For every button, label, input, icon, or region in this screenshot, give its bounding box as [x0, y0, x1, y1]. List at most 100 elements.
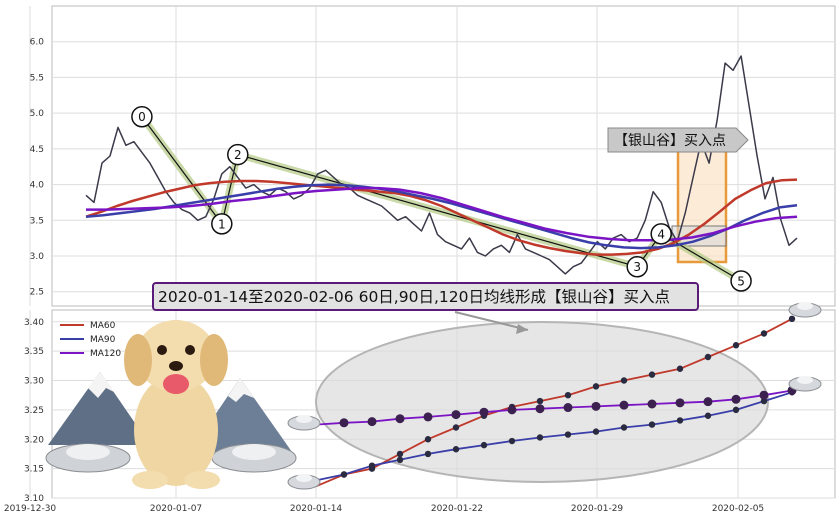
dog-body [134, 374, 218, 486]
pattern-segment [141, 116, 223, 225]
lower-point-ma90 [368, 462, 376, 469]
pattern-point-circle [131, 105, 153, 128]
dog-paw-right [184, 471, 220, 489]
lower-point-ma120 [367, 417, 377, 427]
pattern-segment [237, 153, 638, 268]
upper-y-axis: 2.5 3.0 3.5 4.0 4.5 5.0 5.5 6.0 [30, 38, 45, 298]
lower-point-ma90 [340, 471, 348, 478]
lower-point-ma60 [536, 397, 544, 405]
buy-point-label-bg [607, 127, 749, 153]
lower-point-ma90 [508, 437, 516, 445]
pattern-point-label: 3 [633, 260, 641, 274]
small-ingot-top [296, 415, 312, 423]
lower-series-lines [315, 315, 797, 488]
lower-point-ma60 [648, 371, 656, 378]
dog-tongue [163, 374, 189, 394]
legend-ma90: MA90 [90, 335, 116, 345]
x-tick-label: 2019-12-30 [4, 504, 57, 514]
small-ingot-top [296, 474, 312, 482]
callout-arrow [454, 311, 529, 331]
lower-point-ma60 [424, 436, 432, 443]
x-tick-label: 2020-01-29 [571, 504, 624, 514]
lower-y-tick-label: 3.25 [24, 406, 44, 416]
x-tick-label: 2020-01-07 [150, 504, 202, 514]
pattern-point-label: 1 [218, 217, 226, 231]
lower-point-ma120 [647, 399, 657, 409]
small-ingot-top [797, 302, 813, 310]
lower-point-ma90 [536, 434, 544, 441]
lower-point-ma90 [452, 446, 460, 453]
upper-y-tick-label: 2.5 [30, 288, 44, 298]
buy-point-label-text: 【银山谷】买入点 [614, 133, 726, 149]
upper-y-tick-label: 3.0 [30, 252, 45, 262]
dog-head [136, 320, 216, 392]
lower-point-ma90 [732, 406, 740, 414]
dog-eye-right [185, 345, 195, 355]
dog-illustration [124, 320, 228, 489]
lower-point-ma90 [480, 441, 488, 449]
silver-ingot-illustration [45, 443, 297, 473]
lower-y-tick-label: 3.20 [24, 435, 44, 445]
lower-point-ma120 [451, 410, 461, 420]
lower-point-ma90 [620, 424, 628, 431]
dog-paw-left [132, 471, 168, 489]
upper-series-lines [85, 55, 798, 275]
ingot-left-top [66, 444, 110, 460]
lower-point-ma60 [620, 377, 628, 384]
lower-point-ma60 [396, 450, 404, 458]
lower-point-ma60 [704, 353, 712, 361]
mountain-left-snow [88, 372, 114, 398]
legend: MA60 MA90 MA120 [60, 321, 121, 359]
lower-point-ma120 [591, 401, 601, 411]
lower-point-ma90 [424, 450, 432, 458]
lower-y-axis: 3.10 3.15 3.20 3.25 3.30 3.35 3.40 [24, 318, 44, 504]
upper-y-tick-label: 5.0 [30, 109, 45, 119]
callout-arrowhead [516, 324, 528, 334]
lower-y-tick-label: 3.35 [24, 347, 44, 357]
lower-point-ma120 [759, 390, 769, 400]
callout-text: 2020-01-14至2020-02-06 60日,90日,120日均线形成【银… [158, 288, 670, 306]
mountain-right-snow [228, 378, 254, 402]
pattern-segment [221, 154, 239, 224]
lower-point-ma60 [564, 391, 572, 399]
small-ingot-top [797, 376, 813, 384]
lower-point-ma60 [452, 424, 460, 431]
upper-line-ma120 [86, 186, 798, 242]
x-tick-label: 2020-01-22 [431, 504, 483, 514]
lower-point-ma120 [395, 414, 405, 424]
lower-point-ma60 [760, 330, 768, 337]
buy-point-label: 【银山谷】买入点 [607, 127, 749, 153]
pattern-point-circle [211, 213, 233, 235]
pattern-point-label: 2 [234, 148, 242, 162]
lower-point-ma90 [704, 412, 712, 419]
lower-line-ma60 [315, 318, 793, 488]
upper-line-price [85, 55, 798, 275]
lower-point-ma120 [731, 394, 741, 404]
mountain-left [48, 372, 150, 445]
legend-ma60: MA60 [90, 321, 116, 331]
pattern-point-label: 0 [138, 110, 146, 124]
lower-panel: 3.103.153.203.253.303.353.40 2019-12-30 2… [4, 302, 836, 514]
ingot-right-top [232, 444, 276, 460]
dog-eye-left [157, 345, 167, 355]
lower-y-tick-label: 3.10 [24, 494, 44, 504]
lower-point-ma120 [423, 412, 433, 422]
lower-point-ma120 [507, 405, 517, 415]
pattern-point-circle [730, 270, 752, 292]
pattern-point-markers: 0 1 2 3 4 5 [131, 105, 752, 292]
lower-point-ma120 [479, 407, 489, 417]
lower-point-ma120 [619, 400, 629, 410]
lower-line-ma90 [315, 391, 793, 482]
lower-y-tick-label: 3.30 [24, 377, 44, 387]
legend-ma120: MA120 [90, 349, 121, 359]
callout: 2020-01-14至2020-02-06 60日,90日,120日均线形成【银… [152, 282, 699, 334]
pattern-point-circle [626, 255, 648, 278]
lower-point-ma60 [592, 383, 600, 390]
line-end-ingots [287, 302, 822, 490]
dog-ear-right [200, 334, 228, 386]
lower-point-ma90 [676, 417, 684, 424]
lower-point-ma90 [592, 428, 600, 435]
x-tick-label: 2020-02-05 [712, 504, 764, 514]
lower-y-tick-label: 3.40 [24, 318, 44, 328]
